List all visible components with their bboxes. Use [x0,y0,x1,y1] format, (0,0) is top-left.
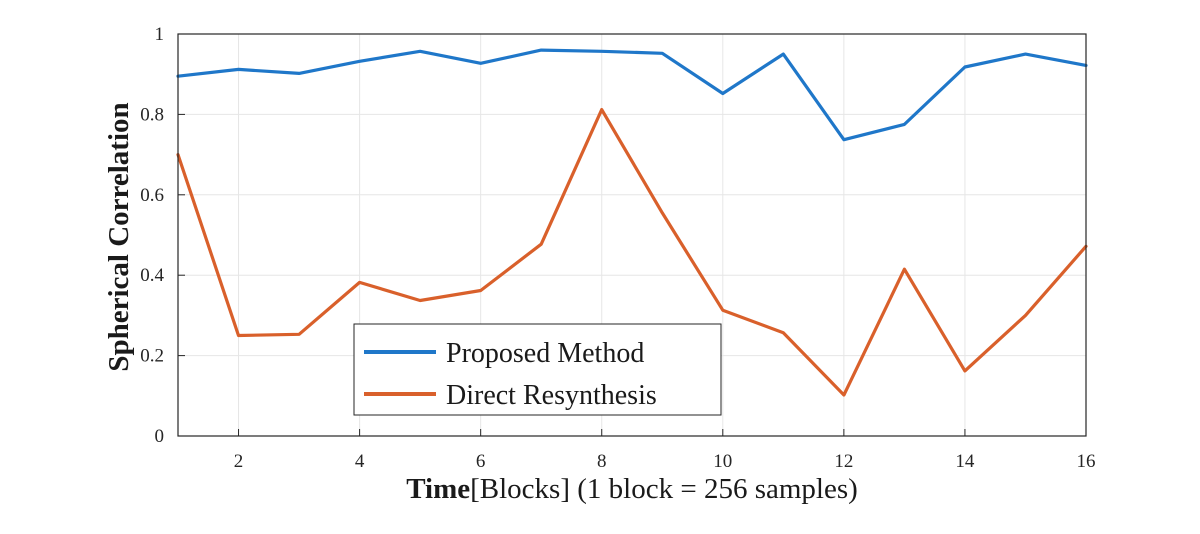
x-tick-label: 4 [355,451,365,472]
x-tick-label: 10 [713,451,732,472]
y-tick-label: 0.6 [140,185,164,206]
x-axis-title-bold: Time [406,473,470,505]
x-tick-label: 14 [955,451,975,472]
y-tick-label: 0.4 [140,265,164,286]
series-line-direct-resynthesis [176,107,1088,397]
y-tick-label: 0.8 [140,104,164,125]
x-tick-label: 2 [234,451,244,472]
x-tick-label: 6 [476,451,486,472]
y-axis-title: Spherical Correlation [103,102,135,371]
x-axis-title-rest: [Blocks] (1 block = 256 samples) [470,473,858,505]
legend-entry-proposed-method: Proposed Method [364,338,644,369]
x-tick-label: 8 [597,451,607,472]
x-axis-title: Time[Blocks] (1 block = 256 samples) [406,473,858,505]
legend: Proposed Method Direct Resynthesis [353,323,722,416]
x-tick-label: 12 [834,451,853,472]
y-tick-label: 0.2 [140,346,164,367]
legend-label-direct-resynthesis: Direct Resynthesis [446,380,657,411]
x-tick-label: 16 [1077,451,1096,472]
series-lines [176,48,1088,397]
y-tick-label: 0 [155,426,165,447]
series-line-proposed-method [176,48,1088,142]
axis-ticks: 2 4 6 8 10 12 14 16 0 0.2 0.4 0.6 0.8 1 [140,24,1095,472]
plot-area-frame [177,33,1087,437]
legend-label-proposed-method: Proposed Method [446,338,644,369]
legend-box [353,323,722,416]
y-tick-label: 1 [155,24,165,45]
legend-entry-direct-resynthesis: Direct Resynthesis [364,380,657,411]
